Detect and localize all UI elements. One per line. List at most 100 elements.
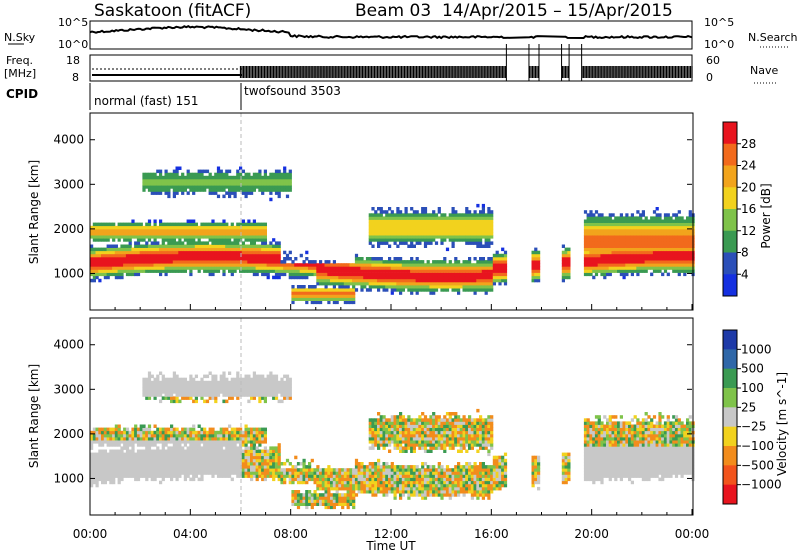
heatmap-cell — [194, 387, 198, 391]
heatmap-cell — [134, 222, 138, 227]
heatmap-cell — [192, 185, 196, 189]
heatmap-cell — [683, 257, 687, 261]
heatmap-cell — [117, 263, 121, 267]
heatmap-cell — [462, 263, 466, 267]
heatmap-cell — [112, 272, 116, 277]
heatmap-cell — [230, 446, 234, 450]
heatmap-cell — [230, 232, 234, 236]
heatmap-cell — [123, 471, 127, 475]
heatmap-cell — [250, 232, 254, 236]
heatmap-cell — [103, 427, 107, 432]
heatmap-cell — [490, 263, 494, 267]
heatmap-cell — [454, 210, 458, 214]
heatmap-cell — [418, 238, 422, 242]
heatmap-cell — [183, 253, 187, 258]
heatmap-cell — [603, 250, 607, 255]
heatmap-cell — [205, 185, 210, 189]
heatmap-cell — [181, 182, 185, 186]
heatmap-cell — [161, 449, 165, 453]
heatmap-cell — [418, 241, 422, 245]
heatmap-cell — [219, 235, 223, 239]
heatmap-cell — [150, 374, 154, 379]
heatmap-cell — [622, 225, 626, 230]
heatmap-cell — [203, 257, 207, 261]
heatmap-cell — [117, 437, 121, 441]
heatmap-cell — [172, 172, 176, 177]
heatmap-cell — [216, 387, 221, 391]
heatmap-cell — [134, 477, 138, 482]
heatmap-cell — [335, 278, 339, 283]
heatmap-cell — [159, 465, 163, 469]
heatmap-cell — [399, 269, 403, 273]
heatmap-cell — [661, 244, 665, 248]
heatmap-cell — [214, 250, 218, 255]
heatmap-cell — [159, 188, 163, 192]
heatmap-cell — [592, 275, 596, 280]
heatmap-cell — [606, 238, 610, 242]
heatmap-cell — [228, 390, 232, 394]
heatmap-cell — [272, 250, 276, 255]
heatmap-cell — [142, 269, 146, 273]
heatmap-cell — [371, 278, 375, 283]
heatmap-cell — [622, 235, 626, 239]
heatmap-cell — [683, 235, 687, 239]
heatmap-cell — [156, 247, 160, 252]
heatmap-cell — [103, 480, 107, 485]
heatmap-cell — [614, 216, 618, 220]
heatmap-cell — [261, 257, 265, 261]
heatmap-cell — [630, 228, 634, 233]
heatmap-cell — [625, 263, 629, 267]
heatmap-cell — [343, 300, 347, 305]
heatmap-cell — [473, 228, 477, 233]
heatmap-cell — [208, 232, 212, 236]
heatmap-cell — [114, 465, 118, 469]
heatmap-cell — [432, 228, 436, 233]
heatmap-cell — [652, 263, 657, 267]
heatmap-cell — [288, 188, 292, 192]
heatmap-cell — [244, 247, 248, 252]
heatmap-cell — [181, 257, 185, 261]
heatmap-cell — [181, 452, 185, 457]
heatmap-cell — [189, 446, 193, 450]
heatmap-cell — [261, 188, 265, 192]
heatmap-cell — [178, 443, 182, 447]
heatmap-cell — [219, 471, 223, 475]
heatmap-cell — [663, 266, 668, 270]
heatmap-cell — [211, 263, 215, 267]
heatmap-cell — [625, 272, 629, 277]
heatmap-cell — [335, 288, 339, 292]
heatmap-cell — [368, 275, 372, 280]
heatmap-cell — [150, 269, 154, 273]
heatmap-cell — [225, 191, 229, 195]
heatmap-cell — [393, 269, 397, 273]
heatmap-cell — [211, 462, 215, 466]
heatmap-cell — [197, 433, 201, 438]
heatmap-cell — [192, 449, 196, 453]
heatmap-cell — [622, 244, 626, 248]
heatmap-cell — [109, 474, 113, 478]
heatmap-cell — [161, 175, 165, 180]
heatmap-cell — [503, 275, 508, 280]
heatmap-cell — [147, 244, 152, 248]
heatmap-cell — [153, 455, 157, 460]
heatmap-cell — [434, 222, 439, 227]
heatmap-cell — [225, 235, 229, 239]
heatmap-cell — [592, 260, 596, 264]
heatmap-cell — [382, 263, 386, 267]
heatmap-cell — [341, 291, 345, 295]
nsearch-top-tick: 10^5 — [704, 16, 734, 29]
heatmap-cell — [597, 253, 601, 258]
heatmap-cell — [611, 219, 615, 223]
heatmap-cell — [346, 285, 350, 289]
heatmap-cell — [197, 269, 201, 273]
heatmap-cell — [354, 253, 359, 258]
heatmap-cell — [208, 387, 212, 391]
heatmap-cell — [440, 222, 444, 227]
heatmap-cell — [147, 446, 152, 450]
heatmap-cell — [683, 228, 687, 233]
heatmap-cell — [103, 263, 107, 267]
heatmap-cell — [338, 278, 342, 283]
heatmap-cell — [454, 235, 458, 239]
heatmap-cell — [617, 257, 621, 261]
heatmap-cell — [589, 257, 593, 261]
